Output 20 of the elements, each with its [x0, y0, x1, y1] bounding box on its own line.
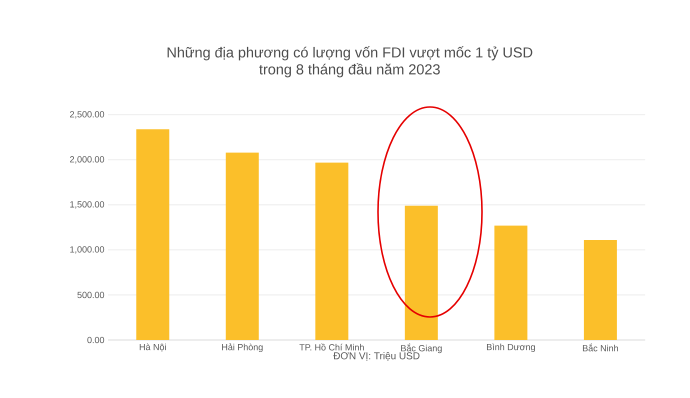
bar: [584, 240, 617, 340]
y-tick-label: 2,500.00: [70, 111, 104, 119]
y-tick-label: 2,000.00: [70, 156, 104, 164]
bar: [226, 152, 259, 340]
y-tick-label: 0.00: [87, 336, 104, 344]
y-tick-label: 1,000.00: [70, 246, 104, 254]
bar: [136, 129, 170, 340]
y-tick-label: 500.00: [77, 292, 104, 298]
x-tick-label: Bắc Giang: [401, 344, 442, 354]
x-tick-label: Hải Phòng: [222, 344, 263, 352]
bar: [494, 226, 528, 340]
bar: [404, 206, 438, 340]
x-tick-label: Hà Nội: [140, 344, 166, 352]
y-tick-label: 1,500.00: [70, 201, 104, 209]
x-tick-label: Bắc Ninh: [582, 344, 618, 352]
chart-title: Những địa phương có lượng vốn FDI vượt mốc 1 tỷ USD trong 8 tháng đầu năm 2023: [168, 46, 532, 78]
x-axis-title: ĐƠN VỊ: Triệu USD: [333, 352, 420, 361]
x-tick-label: TP. Hồ Chí Minh: [299, 344, 364, 351]
bar: [315, 162, 348, 340]
x-tick-label: Bình Dương: [486, 344, 535, 352]
